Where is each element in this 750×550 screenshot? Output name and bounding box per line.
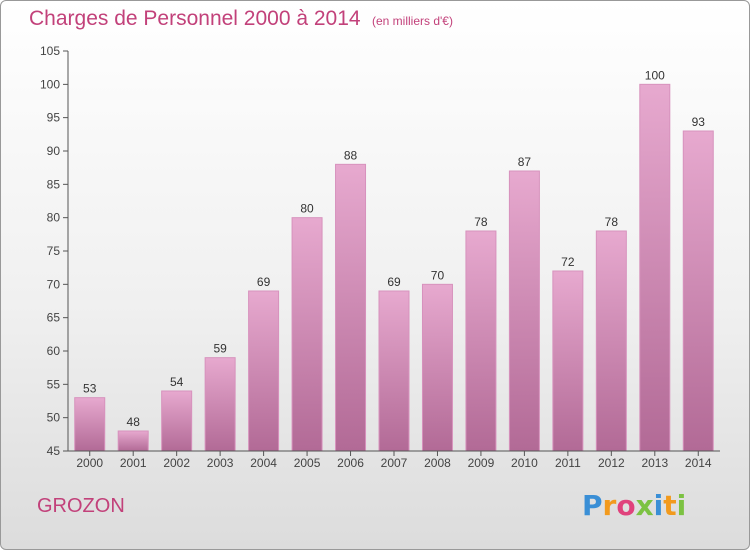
bar-value-label: 88	[344, 148, 358, 162]
y-tick-label: 80	[47, 211, 61, 225]
x-tick-label: 2014	[685, 456, 712, 470]
bar-value-label: 48	[127, 415, 141, 429]
bar-value-label: 70	[431, 268, 445, 282]
x-tick-label: 2006	[337, 456, 364, 470]
x-tick-label: 2003	[207, 456, 234, 470]
y-tick-label: 75	[47, 244, 61, 258]
x-tick-label: 2007	[381, 456, 408, 470]
logo-letter: P	[582, 489, 603, 522]
x-tick-label: 2013	[641, 456, 668, 470]
x-tick-label: 2009	[468, 456, 495, 470]
chart-title: Charges de Personnel 2000 à 2014	[29, 7, 361, 30]
bar	[421, 283, 453, 452]
x-tick-label: 2010	[511, 456, 538, 470]
bar	[595, 230, 627, 452]
y-tick-label: 90	[47, 144, 61, 158]
proxiti-logo: Proxiti	[582, 489, 686, 522]
x-tick-label: 2004	[250, 456, 277, 470]
y-tick-label: 95	[47, 111, 61, 125]
y-tick-label: 50	[47, 411, 61, 425]
bar	[248, 290, 280, 452]
chart-subtitle: (en milliers d'€)	[372, 14, 453, 28]
logo-letter: r	[602, 489, 617, 522]
y-tick-label: 85	[47, 177, 61, 191]
bar	[291, 217, 323, 452]
bar	[117, 430, 149, 452]
x-tick-label: 2005	[294, 456, 321, 470]
bar	[74, 397, 106, 452]
bar-value-label: 78	[605, 215, 619, 229]
bars: 53 48 54 59 69 80 88 69 70 78 87 72 78 100 93	[74, 68, 714, 452]
y-tick-label: 105	[40, 44, 60, 58]
bar	[682, 130, 714, 452]
x-tick-label: 2012	[598, 456, 625, 470]
x-tick-label: 2002	[163, 456, 190, 470]
bar-value-label: 54	[170, 375, 184, 389]
bar-value-label: 72	[561, 255, 575, 269]
y-tick-label: 70	[47, 277, 61, 291]
bar-value-label: 69	[257, 275, 271, 289]
logo-letter: t	[663, 489, 677, 522]
x-tick-label: 2008	[424, 456, 451, 470]
bar	[552, 270, 584, 452]
bar	[204, 357, 236, 452]
logo-letter: i	[653, 489, 664, 522]
bar-value-label: 53	[83, 382, 97, 396]
y-tick-label: 100	[40, 77, 60, 91]
x-tick-label: 2001	[120, 456, 147, 470]
y-axis: 45 50 55 60 65 70 75 80 85 90 95 100 105	[40, 44, 69, 458]
bar	[378, 290, 410, 452]
bar	[508, 170, 540, 452]
x-tick-label: 2000	[76, 456, 103, 470]
logo-letter: x	[635, 489, 654, 522]
bar-value-label: 100	[645, 68, 665, 82]
bar	[161, 390, 193, 452]
bar	[465, 230, 497, 452]
y-tick-label: 60	[47, 344, 61, 358]
bar	[639, 83, 671, 452]
bar-value-label: 69	[387, 275, 401, 289]
bar	[335, 163, 367, 452]
x-axis: 2000 2001 2002 2003 2004 2005 2006 2007 2008 2009…	[68, 450, 720, 470]
x-tick-label: 2011	[555, 456, 581, 470]
commune-name: GROZON	[37, 495, 125, 517]
logo-letter: i	[676, 489, 687, 522]
y-tick-label: 55	[47, 377, 61, 391]
logo-letter: o	[616, 489, 636, 522]
y-tick-label: 45	[47, 444, 61, 458]
bar-value-label: 87	[518, 155, 532, 169]
bar-value-label: 78	[474, 215, 488, 229]
bar-value-label: 93	[692, 115, 706, 129]
bar-value-label: 59	[213, 342, 227, 356]
bar-value-label: 80	[300, 202, 314, 216]
y-tick-label: 65	[47, 311, 61, 325]
